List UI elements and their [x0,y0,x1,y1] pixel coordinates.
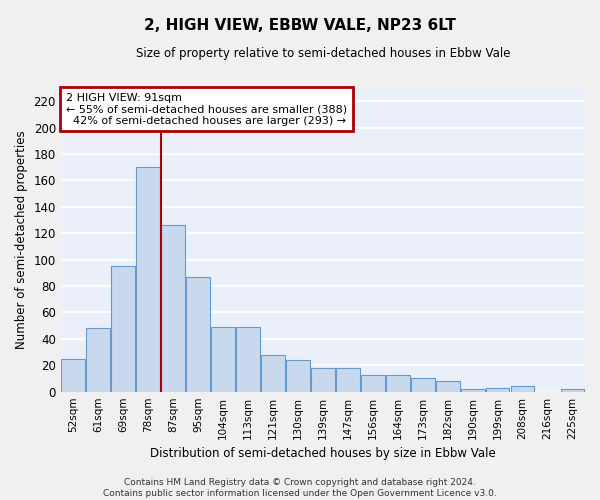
Bar [136,168,160,392]
Bar [336,368,360,392]
Bar [86,328,110,392]
Bar [436,381,460,392]
Bar [161,226,185,392]
Title: Size of property relative to semi-detached houses in Ebbw Vale: Size of property relative to semi-detach… [136,48,510,60]
Bar [311,368,335,392]
Text: Contains HM Land Registry data © Crown copyright and database right 2024.
Contai: Contains HM Land Registry data © Crown c… [103,478,497,498]
Bar [286,360,310,392]
Bar [486,388,509,392]
Bar [461,389,485,392]
Bar [560,389,584,392]
Bar [211,327,235,392]
Bar [411,378,434,392]
Bar [386,374,410,392]
Bar [511,386,535,392]
Bar [361,374,385,392]
Bar [112,266,135,392]
Text: 2 HIGH VIEW: 91sqm
← 55% of semi-detached houses are smaller (388)
  42% of semi: 2 HIGH VIEW: 91sqm ← 55% of semi-detache… [66,92,347,126]
X-axis label: Distribution of semi-detached houses by size in Ebbw Vale: Distribution of semi-detached houses by … [150,447,496,460]
Bar [261,354,285,392]
Bar [236,327,260,392]
Y-axis label: Number of semi-detached properties: Number of semi-detached properties [15,130,28,349]
Bar [186,277,210,392]
Bar [61,358,85,392]
Text: 2, HIGH VIEW, EBBW VALE, NP23 6LT: 2, HIGH VIEW, EBBW VALE, NP23 6LT [144,18,456,32]
